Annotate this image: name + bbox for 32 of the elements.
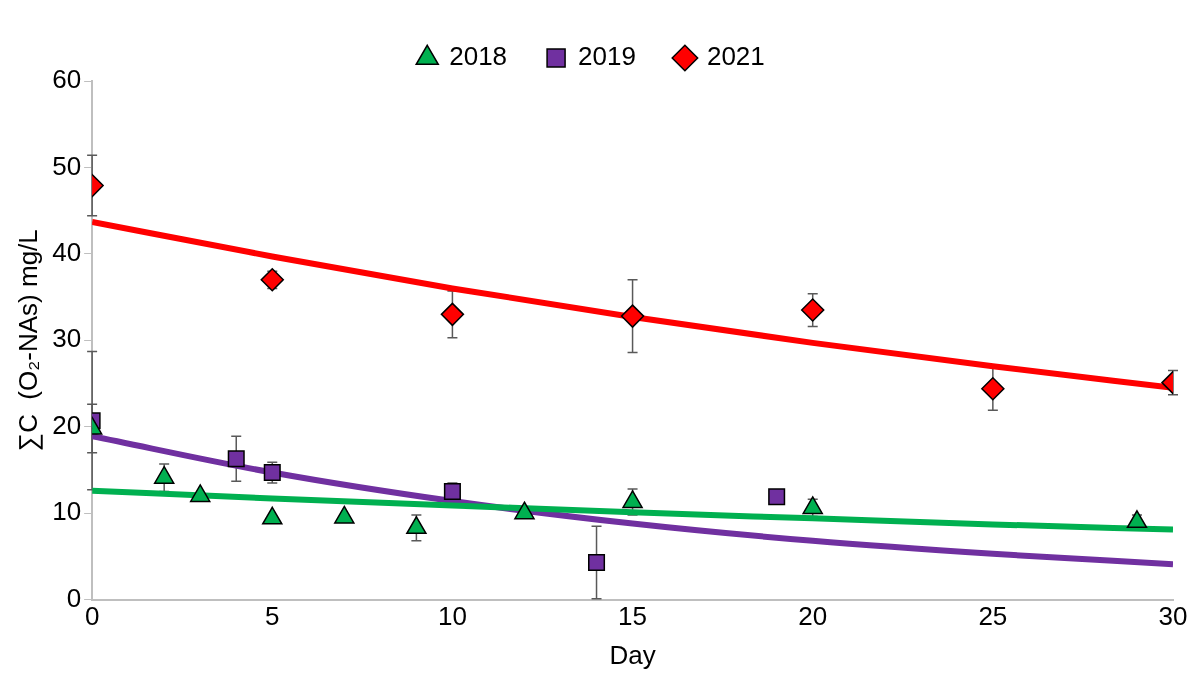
legend-label: 2019 <box>578 41 636 72</box>
point <box>800 298 825 322</box>
x-tick-label: 15 <box>618 601 648 632</box>
x-tick-label: 20 <box>798 601 828 632</box>
y-tick-label: 0 <box>66 582 82 613</box>
y-tick-label: 50 <box>52 150 82 181</box>
y-tick-label: 40 <box>52 237 82 268</box>
point <box>622 490 643 509</box>
point <box>189 484 211 503</box>
x-tick-label: 25 <box>978 601 1008 632</box>
point <box>153 465 175 484</box>
y-axis-title: ∑C (O₂-NAs) mg/L <box>12 229 43 452</box>
point <box>802 496 823 515</box>
point <box>620 304 645 328</box>
x-tick-label: 10 <box>437 601 467 632</box>
legend-label: 2021 <box>706 41 765 72</box>
point <box>406 516 427 535</box>
point <box>334 505 355 524</box>
y-tick-label: 10 <box>52 496 82 527</box>
point <box>260 268 285 292</box>
point <box>981 376 1005 401</box>
x-axis-title: Day <box>609 639 656 670</box>
point <box>1126 510 1148 529</box>
point <box>514 501 535 520</box>
y-tick-label: 30 <box>52 323 82 354</box>
x-tick-label: 5 <box>265 601 280 632</box>
x-tick-label: 30 <box>1158 601 1188 632</box>
legend-label: 2018 <box>449 41 508 72</box>
point <box>261 506 283 525</box>
y-tick-label: 60 <box>52 64 82 95</box>
point <box>440 302 465 327</box>
y-tick-label: 20 <box>52 409 82 440</box>
